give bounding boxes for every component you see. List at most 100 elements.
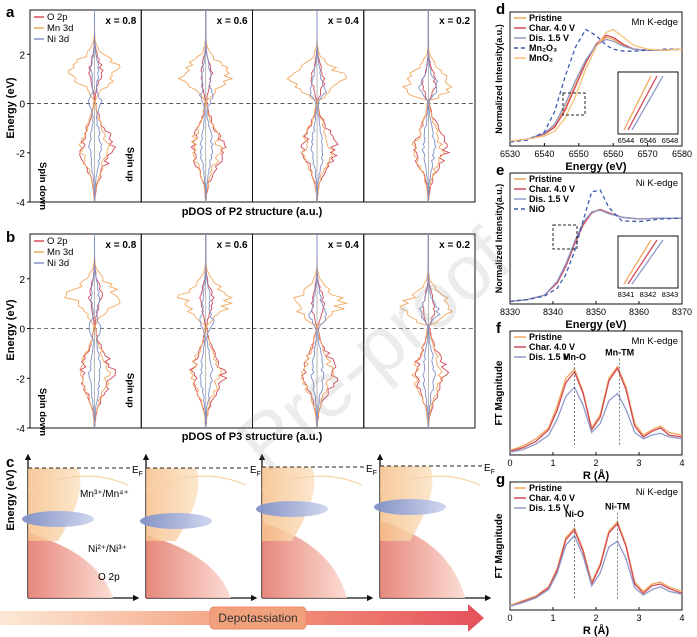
spin-up-label: Spin up: [124, 147, 135, 182]
subplot-x-label: x = 0.2: [439, 240, 470, 251]
pdos-curve: [316, 234, 328, 429]
depotassiation-arrow-head: [468, 604, 484, 632]
inset-series-line: [627, 75, 658, 131]
peak-annotation: Mn-TM: [605, 348, 634, 358]
fermi-label: EF: [366, 464, 377, 477]
x-tick-label: 6530: [500, 149, 520, 159]
pdos-subplot-frame: [363, 9, 476, 203]
spin-down-label: Spin down: [37, 162, 48, 210]
o2p-band: [28, 533, 113, 598]
legend-entry: Dis. 1.5 V: [529, 33, 569, 43]
panel-a-ylabel: Energy (eV): [5, 77, 17, 138]
panel-f-letter: f: [496, 320, 502, 337]
legend-entry: Ni 3d: [47, 34, 69, 45]
ni-band: [22, 511, 94, 527]
x-axis-label: Energy (eV): [565, 161, 626, 173]
y-axis-label: FT Magnitude: [494, 360, 505, 425]
mn-band-empty: [261, 475, 363, 491]
x-axis-label: Energy (eV): [565, 319, 626, 331]
fermi-label-subscript: F: [139, 471, 143, 478]
x-tick-label: 6540: [534, 149, 554, 159]
x-tick-label: 1: [550, 613, 555, 623]
inset-series-line: [631, 75, 664, 131]
plot-frame: [509, 11, 683, 147]
zoom-region-box: [562, 92, 586, 116]
panel-g: g Ni K-edge FT Magnitude R (Å) 0 1 2 3 4 Pristine…: [494, 471, 685, 637]
subplot-x-label: x = 0.4: [328, 240, 359, 251]
pdos-curve: [94, 234, 121, 429]
legend-entry: Char. 4.0 V: [529, 342, 575, 352]
legend-entry: Pristine: [529, 332, 562, 342]
pdos-curve: [399, 234, 429, 429]
pdos-curve: [427, 10, 439, 203]
legend-entry: Dis. 1.5 V: [529, 194, 569, 204]
pdos-subplot-frame: [363, 233, 476, 429]
ni-band: [374, 499, 446, 515]
y-tick-label: 2: [19, 50, 25, 61]
pdos-curve: [316, 234, 339, 429]
y-axis-label: Normalized Intensity(a.u.): [494, 184, 504, 294]
pdos-curve: [205, 234, 234, 429]
fermi-label: EF: [132, 465, 143, 478]
series-line: [509, 365, 683, 452]
panel-d: d Mn K-edge Normalized Intensity(a.u.) Ener…: [494, 1, 692, 173]
pdos-curve: [293, 234, 318, 429]
pdos-curve: [427, 234, 450, 429]
y-tick-label: -4: [16, 198, 25, 209]
panel-a: a Energy (eV) pDOS of P2 structure (a.u.…: [5, 4, 476, 218]
y-axis-label: FT Magnitude: [494, 513, 505, 578]
peak-annotation: Ni-O: [565, 509, 584, 519]
pdos-curve: [94, 10, 103, 203]
inset-tick-label: 8341: [618, 290, 635, 299]
mn-band-empty: [379, 475, 481, 491]
pdos-curve: [205, 234, 215, 429]
legend-entry: Dis. 1.5 V: [529, 503, 569, 513]
pdos-curve: [301, 234, 318, 429]
series-line: [509, 520, 683, 607]
ni-redox-label: Ni²⁺/Ni³⁺: [88, 544, 127, 555]
pdos-curve: [94, 234, 102, 429]
x-axis-label: R (Å): [583, 624, 610, 637]
subplot-x-label: x = 0.2: [439, 16, 470, 27]
panel-e: e Ni K-edge Normalized Intensity(a.u.) Ener…: [494, 162, 692, 331]
x-tick-label: 1: [550, 458, 555, 468]
x-tick-label: 0: [507, 458, 512, 468]
pdos-subplot-frame: [140, 9, 253, 203]
y-tick-label: 0: [19, 100, 25, 111]
legend-entry: Dis. 1.5 V: [529, 352, 569, 362]
panel-d-letter: d: [496, 1, 505, 18]
fermi-label-subscript: F: [373, 470, 377, 477]
pdos-curve: [308, 234, 318, 429]
series-line: [509, 522, 683, 607]
x-tick-label: 3: [636, 458, 641, 468]
legend-entry: Pristine: [529, 483, 562, 493]
pdos-curve: [94, 10, 117, 203]
inset-tick-label: 6548: [662, 136, 679, 145]
legend-entry: MnO₂: [529, 53, 553, 63]
inset-series-line: [631, 239, 664, 285]
series-line: [509, 366, 683, 453]
x-tick-label: 6560: [603, 149, 623, 159]
pdos-curve: [309, 10, 318, 203]
series-line: [509, 38, 683, 142]
panel-b-letter: b: [6, 229, 15, 246]
panel-b-xlabel: pDOS of P3 structure (a.u.): [182, 431, 323, 443]
spin-up-label: Spin up: [124, 373, 135, 408]
y-tick-label: -2: [16, 374, 25, 385]
fermi-label: EF: [484, 463, 495, 476]
mn-redox-label: Mn³⁺/Mn⁴⁺: [80, 489, 129, 500]
subplot-x-label: x = 0.8: [105, 240, 136, 251]
legend-entry: NiO: [529, 204, 545, 214]
x-tick-label: 6550: [569, 149, 589, 159]
legend-entry: Mn₂O₃: [529, 43, 557, 53]
pdos-subplot-frame: [252, 9, 365, 203]
y-tick-label: -4: [16, 424, 25, 435]
fermi-label-subscript: F: [257, 471, 261, 478]
x-tick-label: 3: [636, 613, 641, 623]
pdos-curve: [67, 10, 95, 203]
x-tick-label: 8360: [629, 307, 649, 317]
panel-title: Ni K-edge: [636, 178, 678, 189]
spin-down-label: Spin down: [37, 388, 48, 436]
pdos-curve: [205, 10, 214, 203]
subplot-x-label: x = 0.8: [105, 16, 136, 27]
